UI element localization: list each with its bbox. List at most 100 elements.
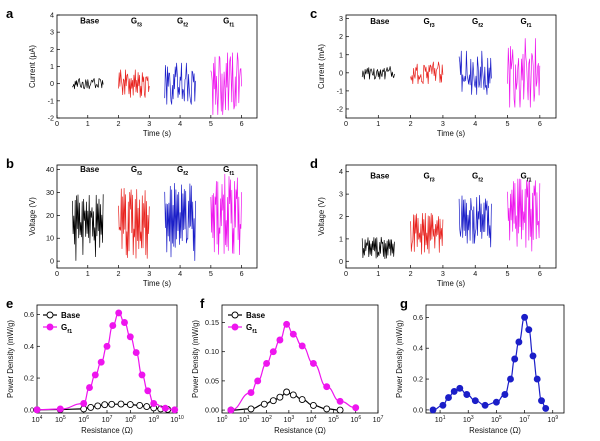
- x-tick-label: 105: [328, 415, 339, 424]
- y-tick-label: 1: [339, 234, 343, 243]
- annotation-gf3: Gf3: [424, 171, 435, 183]
- series-gf1-point: [352, 404, 360, 412]
- legend-marker: [46, 311, 54, 319]
- series-gf1-point: [138, 371, 146, 379]
- series-gf2-trace: [164, 62, 196, 105]
- panel-g-ylabel: Power Density (mW/g): [395, 320, 404, 398]
- y-tick-label: 0.4: [24, 342, 34, 351]
- series-gf1-point: [529, 352, 537, 360]
- x-tick-label: 107: [373, 415, 384, 424]
- series-gf1-trace: [210, 173, 242, 256]
- y-tick-label: 0.15: [205, 318, 219, 327]
- legend-label: Base: [246, 311, 266, 320]
- x-tick-label: 4: [473, 119, 477, 128]
- y-tick-label: 0.6: [24, 310, 34, 319]
- series-base-point: [247, 405, 255, 413]
- y-tick-label: 0.4: [413, 344, 423, 353]
- y-tick-label: -2: [48, 114, 54, 123]
- series-gf1-fit-curve: [36, 312, 175, 411]
- series-gf1-point: [533, 375, 541, 383]
- y-tick-label: 1: [50, 62, 54, 71]
- series-base-point: [289, 391, 297, 399]
- panel-f-ylabel: Power Density (mW/g): [191, 320, 200, 398]
- x-tick-label: 109: [547, 415, 558, 424]
- series-gf1-point: [144, 387, 152, 395]
- series-gf1-point: [269, 348, 277, 356]
- x-tick-label: 109: [148, 415, 159, 424]
- panel-b-ylabel: Voltage (V): [28, 197, 37, 236]
- panel-g-frame: [425, 304, 565, 414]
- y-tick-label: 2: [339, 212, 343, 221]
- series-gf1-point: [445, 394, 452, 402]
- series-base-point: [87, 403, 95, 411]
- y-tick-label: 0.0: [24, 405, 34, 414]
- x-tick-label: 6: [538, 119, 542, 128]
- series-gf3-trace: [118, 187, 150, 259]
- y-tick-label: 2: [50, 45, 54, 54]
- series-gf1-point: [323, 383, 331, 391]
- y-tick-label: 0.00: [205, 406, 219, 415]
- annotation-gf2: Gf2: [472, 17, 483, 29]
- series-gf1-point: [263, 359, 271, 367]
- x-tick-label: 4: [178, 119, 182, 128]
- panel-a-current-ua: 0 1 2 3 4 5 6 -2 -1 0 1 2 3 4 Time (s) Current (μA) Base…: [28, 11, 258, 138]
- series-gf1-point: [161, 404, 169, 412]
- y-tick-label: 0.2: [24, 374, 34, 383]
- x-tick-label: 0: [344, 119, 348, 128]
- series-gf1-point: [121, 319, 128, 326]
- x-tick-label: 101: [435, 415, 446, 424]
- annotation-gf3: Gf3: [131, 17, 142, 29]
- x-tick-label: 106: [78, 415, 89, 424]
- panel-d-ylabel: Voltage (V): [317, 197, 326, 236]
- y-tick-label: -1: [337, 86, 343, 95]
- annotation-gf1: Gf1: [223, 165, 234, 177]
- series-gf3-trace: [410, 212, 444, 255]
- x-tick-label: 108: [125, 415, 136, 424]
- annotation-gf2: Gf2: [472, 171, 483, 183]
- series-gf1-point: [115, 309, 123, 317]
- legend-marker: [231, 311, 239, 319]
- x-tick-label: 3: [441, 119, 445, 128]
- series-gf1-point: [471, 397, 479, 405]
- y-tick-label: -2: [337, 104, 343, 113]
- panel-d-xlabel: Time (s): [437, 279, 466, 288]
- series-gf1-point: [511, 355, 519, 363]
- series-gf1-trace: [210, 52, 242, 115]
- series-gf1-point: [525, 326, 533, 334]
- x-tick-label: 2: [117, 269, 121, 278]
- x-tick-label: 5: [209, 269, 213, 278]
- series-gf1-point: [515, 338, 523, 346]
- series-base-point: [269, 397, 277, 405]
- y-tick-label: 2: [339, 32, 343, 41]
- series-base-trace: [72, 78, 104, 90]
- y-tick-label: 20: [46, 211, 54, 220]
- panel-label-g: g: [400, 296, 408, 311]
- annotation-gf1: Gf1: [223, 17, 234, 29]
- x-tick-label: 6: [538, 269, 542, 278]
- series-gf1-trace: [507, 178, 541, 252]
- panel-b-frame: [56, 164, 258, 269]
- series-gf1-point: [33, 406, 41, 414]
- annotation-gf3: Gf3: [424, 17, 435, 29]
- y-tick-label: 3: [339, 190, 343, 199]
- annotation-base: Base: [370, 17, 390, 26]
- series-base-point: [126, 401, 134, 409]
- y-tick-label: 4: [339, 167, 343, 176]
- x-tick-label: 107: [519, 415, 530, 424]
- annotation-base: Base: [80, 17, 100, 26]
- series-gf1-point: [91, 371, 99, 379]
- series-gf1-point: [276, 336, 284, 344]
- x-tick-label: 104: [32, 415, 43, 424]
- panel-label-c: c: [310, 6, 317, 21]
- y-tick-label: 0: [339, 68, 343, 77]
- x-tick-label: 0: [344, 269, 348, 278]
- x-tick-label: 1: [376, 269, 380, 278]
- panel-e-frame: [36, 304, 178, 414]
- x-tick-label: 104: [306, 415, 317, 424]
- panel-e-ylabel: Power Density (mW/g): [6, 320, 15, 398]
- series-base-trace: [72, 194, 104, 261]
- panel-c-frame: [345, 14, 557, 119]
- x-tick-label: 107: [102, 415, 113, 424]
- panel-g-xlabel: Resistance (Ω): [469, 426, 521, 435]
- x-tick-label: 6: [240, 269, 244, 278]
